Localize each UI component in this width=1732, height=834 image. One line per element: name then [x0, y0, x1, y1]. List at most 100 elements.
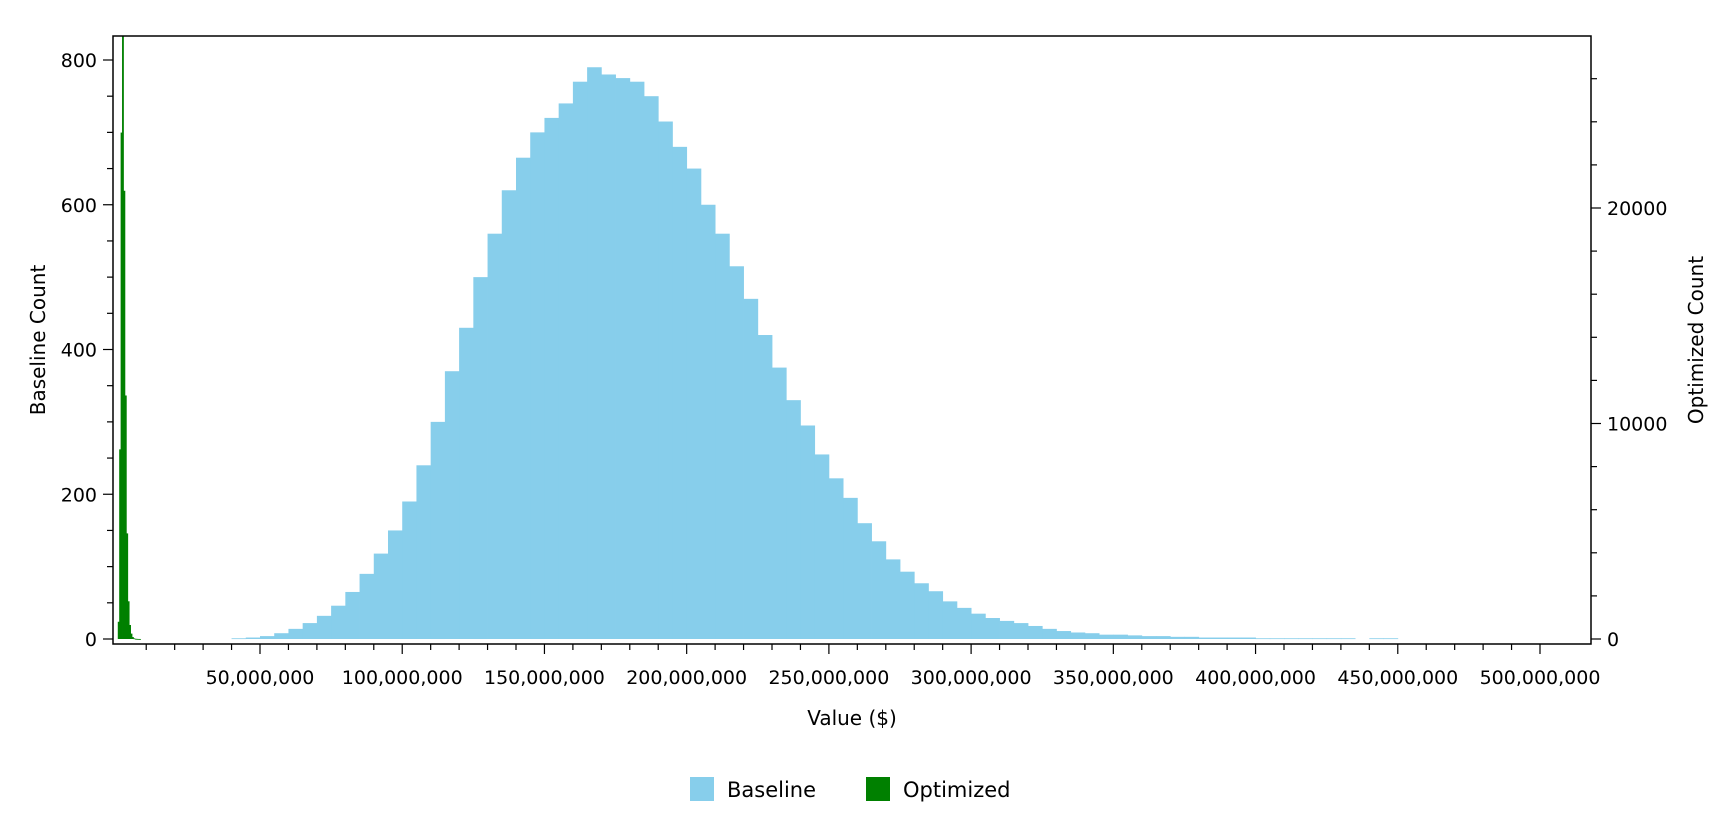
x-tick-label: 300,000,000	[911, 667, 1032, 689]
baseline-bar	[530, 132, 545, 640]
baseline-bar	[900, 571, 915, 639]
baseline-bar	[388, 530, 403, 639]
baseline-bar	[288, 628, 304, 639]
baseline-bar	[1340, 638, 1356, 640]
y-axis-title-left: Baseline Count	[26, 265, 50, 416]
baseline-bar	[430, 421, 446, 640]
optimized-bar	[129, 624, 131, 639]
baseline-bar	[1170, 636, 1185, 639]
plot-frame	[112, 35, 1592, 645]
baseline-bar	[1056, 631, 1072, 639]
baseline-bar	[956, 607, 972, 639]
baseline-bar	[544, 117, 560, 639]
baseline-bar	[885, 559, 901, 639]
baseline-bar	[601, 74, 616, 640]
baseline-bar	[473, 277, 488, 640]
y-tick-label: 600	[61, 195, 97, 217]
baseline-bar	[1255, 638, 1271, 640]
baseline-bar	[615, 78, 631, 640]
baseline-bar	[1127, 635, 1143, 639]
baseline-bar	[274, 633, 289, 639]
baseline-bar	[1013, 623, 1029, 639]
baseline-bar	[1326, 638, 1342, 640]
baseline-bar	[1099, 634, 1114, 639]
baseline-bar	[1383, 638, 1399, 640]
y2-tick-label: 20000	[1607, 198, 1667, 220]
baseline-bar	[1298, 638, 1313, 640]
baseline-bar	[928, 591, 944, 639]
baseline-bars	[231, 67, 1399, 640]
optimized-bar	[127, 601, 130, 639]
baseline-bar	[245, 637, 261, 639]
baseline-bar	[1284, 638, 1299, 640]
optimized-bar	[136, 638, 139, 640]
baseline-bar	[501, 190, 517, 639]
x-axis: 50,000,000 100,000,000 150,000,000 200,000,…	[145, 644, 1600, 689]
baseline-bar	[373, 553, 389, 639]
baseline-bar	[1312, 638, 1328, 640]
y-axis-left: 0 200 400 600 800	[61, 50, 113, 651]
baseline-bar	[743, 298, 759, 639]
optimized-bar	[126, 533, 129, 639]
baseline-bar	[729, 266, 744, 639]
baseline-bar	[402, 501, 417, 639]
y-tick-label: 400	[61, 340, 97, 362]
optimized-bar	[123, 190, 126, 639]
baseline-bar	[1156, 636, 1171, 639]
x-tick-label: 50,000,000	[206, 667, 315, 689]
baseline-bar	[686, 168, 702, 639]
baseline-bar	[260, 636, 275, 639]
legend-label-optimized: Optimized	[903, 778, 1011, 802]
baseline-bar	[316, 615, 332, 639]
baseline-bar	[302, 623, 318, 639]
optimized-bar	[132, 637, 134, 639]
optimized-bars	[117, 35, 141, 640]
baseline-bar	[1042, 628, 1057, 639]
x-tick-label: 400,000,000	[1195, 667, 1316, 689]
optimized-bar	[120, 132, 123, 639]
legend-label-baseline: Baseline	[727, 778, 816, 802]
optimized-bar	[137, 638, 140, 640]
x-tick-label: 350,000,000	[1053, 667, 1174, 689]
baseline-bar	[1141, 636, 1157, 639]
baseline-bar	[644, 96, 659, 639]
baseline-bar	[871, 541, 887, 639]
baseline-bar	[1269, 638, 1285, 640]
legend-swatch-optimized	[866, 777, 890, 801]
baseline-bar	[345, 591, 360, 639]
optimized-bar	[117, 621, 120, 639]
baseline-bar	[1241, 637, 1256, 639]
baseline-bar	[715, 233, 730, 639]
baseline-bar	[558, 103, 574, 640]
baseline-bar	[1184, 636, 1200, 639]
y2-tick-label: 10000	[1607, 414, 1667, 436]
baseline-bar	[828, 478, 844, 639]
y-tick-label: 200	[61, 484, 97, 506]
baseline-bar	[772, 367, 787, 639]
optimized-bar	[122, 35, 124, 640]
baseline-bar	[1113, 634, 1128, 639]
x-tick-label: 250,000,000	[768, 667, 889, 689]
baseline-bar	[629, 81, 645, 639]
baseline-bar	[786, 400, 801, 639]
baseline-bar	[985, 618, 1000, 639]
optimized-bar	[134, 638, 137, 640]
x-tick-label: 200,000,000	[626, 667, 747, 689]
baseline-bar	[700, 204, 716, 639]
x-axis-title: Value ($)	[807, 706, 897, 730]
baseline-bar	[1227, 637, 1242, 639]
baseline-bar	[814, 454, 830, 639]
baseline-bar	[1028, 625, 1043, 639]
baseline-bar	[914, 583, 929, 639]
baseline-bar	[658, 121, 673, 639]
baseline-bar	[1070, 632, 1086, 639]
baseline-bar	[331, 605, 346, 639]
x-tick-label: 150,000,000	[484, 667, 605, 689]
baseline-bar	[1198, 637, 1214, 639]
baseline-bar	[572, 81, 588, 639]
baseline-bar	[800, 425, 816, 639]
legend: Baseline Optimized	[690, 777, 1011, 802]
optimized-bar	[133, 638, 136, 640]
optimized-bar	[139, 638, 141, 640]
